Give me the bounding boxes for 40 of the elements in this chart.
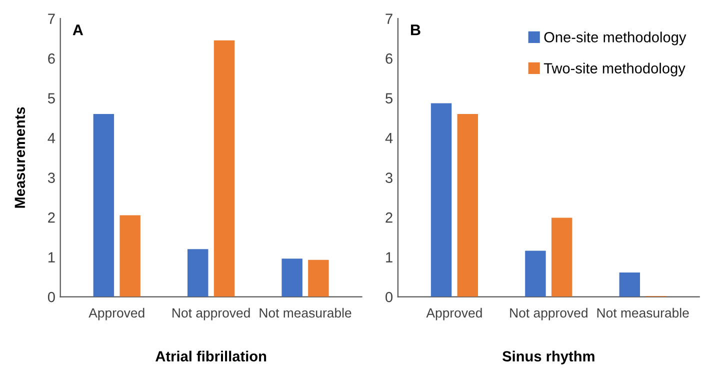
y-tick-label: 7: [48, 14, 55, 24]
y-tick-label: 4: [385, 133, 393, 144]
bar: [457, 114, 478, 297]
bar: [120, 215, 140, 297]
bar: [619, 272, 640, 297]
bar: [214, 40, 235, 297]
x-tick-label: Not approved: [510, 308, 588, 320]
y-tick-label: 2: [48, 212, 55, 223]
legend-label: One-site methodology: [544, 32, 686, 46]
y-tick-label: 7: [386, 14, 392, 24]
y-tick-label: 1: [386, 252, 392, 262]
legend-label: Two-site methodology: [544, 62, 686, 76]
x-axis-title: Atrial fibrillation: [156, 350, 266, 362]
y-tick-label: 0: [48, 292, 55, 302]
y-tick-label: 5: [386, 93, 392, 104]
x-tick-label: Not approved: [172, 308, 250, 320]
x-tick-label: Approved: [88, 308, 144, 320]
bar: [430, 103, 452, 297]
y-tick-label: 3: [48, 172, 55, 183]
y-tick-label: 6: [48, 53, 55, 64]
bar: [282, 258, 302, 297]
y-tick-label: 6: [386, 53, 392, 64]
y-tick-label: 1: [48, 252, 55, 262]
y-tick-label: 5: [48, 93, 55, 104]
y-tick-label: 0: [386, 292, 393, 302]
bar: [525, 250, 546, 297]
x-axis-title: Sinus rhythm: [502, 350, 594, 364]
x-tick-label: Not measurable: [597, 308, 689, 318]
bar: [551, 218, 572, 297]
annotation: A: [72, 24, 84, 36]
y-tick-label: 4: [48, 133, 56, 144]
y-tick-label: 3: [386, 172, 392, 183]
bar: [308, 260, 329, 297]
annotation: B: [411, 24, 420, 36]
x-tick-label: Approved: [426, 308, 482, 320]
y-axis-title: Measurements: [14, 107, 26, 208]
y-tick-label: 2: [386, 212, 392, 223]
x-tick-label: Not measurable: [260, 308, 352, 318]
bar: [188, 249, 208, 297]
bar: [93, 114, 114, 297]
